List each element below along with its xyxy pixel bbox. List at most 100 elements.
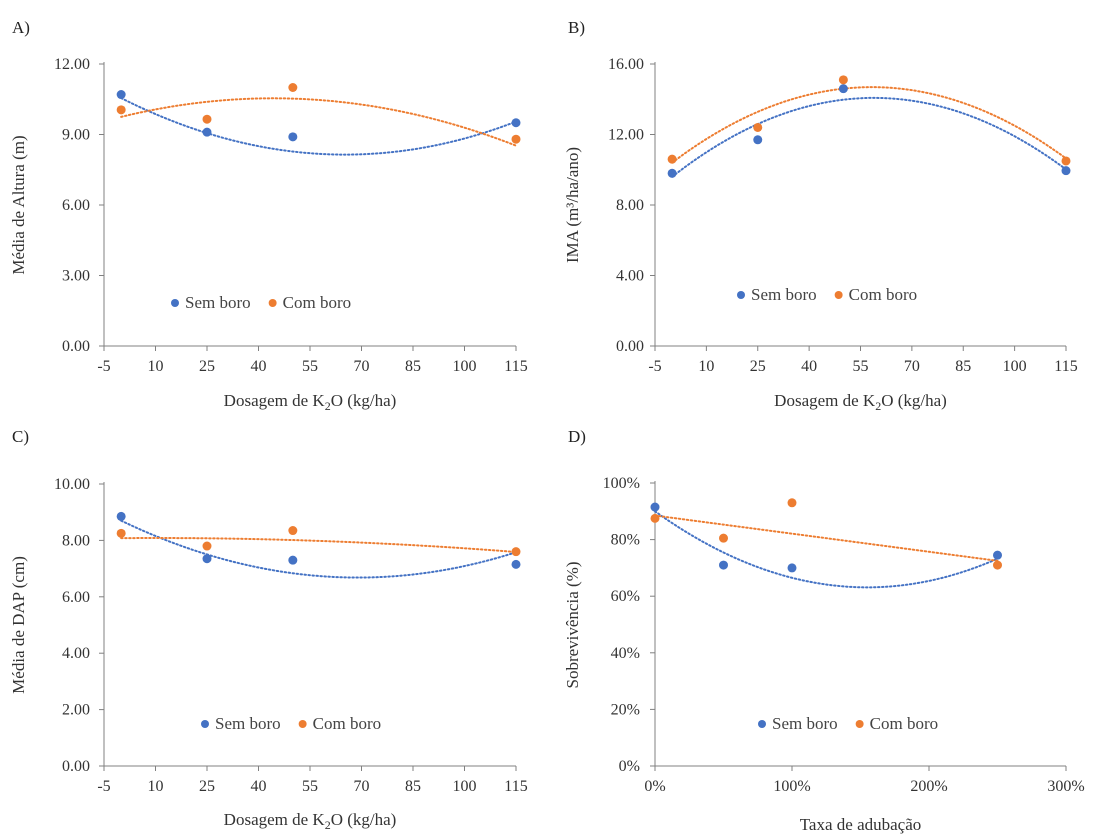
x-tick-label: 10 (148, 358, 164, 375)
legend-entry: Sem boro (215, 714, 281, 733)
y-tick-label: 0.00 (616, 338, 644, 355)
legend-marker (268, 299, 277, 307)
data-point-sem-boro (787, 563, 797, 573)
x-tick-label: 70 (354, 778, 370, 795)
data-point-com-boro (650, 513, 660, 523)
legend-marker (737, 291, 745, 299)
legend-marker (171, 299, 179, 307)
x-tick-label: 55 (853, 358, 869, 375)
y-tick-label: 100% (603, 475, 640, 492)
y-tick-label: 2.00 (62, 702, 90, 719)
panel-label: B) (568, 18, 585, 37)
y-tick-label: 80% (611, 532, 640, 549)
x-tick-label: 100 (453, 358, 477, 375)
y-tick-label: 6.00 (62, 589, 90, 606)
legend-marker (298, 720, 307, 728)
chart-panel-2: B) 0.00 4.00 8.00 12.00 16.00 -5 10 25 40 55 70 85 10… (563, 18, 1078, 413)
x-tick-label: 85 (955, 358, 971, 375)
data-point-sem-boro (1061, 166, 1071, 176)
y-tick-label: 4.00 (616, 268, 644, 285)
legend-entry: Sem boro (185, 293, 251, 312)
data-point-sem-boro (116, 511, 126, 521)
y-tick-label: 3.00 (62, 268, 90, 285)
data-point-com-boro (288, 83, 298, 92)
x-axis-title: Dosagem de K2O (kg/ha) (224, 810, 397, 832)
y-tick-label: 40% (611, 645, 640, 662)
y-tick-label: 10.00 (54, 476, 90, 493)
x-tick-label: 200% (910, 778, 947, 795)
x-axis-title: Dosagem de K2O (kg/ha) (224, 391, 397, 413)
y-tick-label: 0.00 (62, 338, 90, 355)
x-tick-label: 85 (405, 778, 421, 795)
x-tick-label: 300% (1047, 778, 1084, 795)
trendline-com-boro (671, 86, 1067, 164)
panel-label: C) (12, 427, 29, 446)
data-point-sem-boro (667, 168, 677, 178)
legend-entry: Com boro (313, 714, 381, 733)
legend-marker (201, 720, 209, 728)
data-point-com-boro (202, 114, 212, 124)
data-point-com-boro (116, 105, 126, 115)
data-point-sem-boro (511, 118, 521, 128)
trendline-com-boro (120, 97, 517, 147)
trendline-sem-boro (120, 97, 517, 156)
data-point-com-boro (838, 75, 848, 85)
data-point-com-boro (667, 154, 677, 164)
data-point-com-boro (511, 134, 521, 144)
legend-marker (758, 720, 766, 728)
data-point-sem-boro (511, 559, 521, 569)
y-tick-label: 4.00 (62, 645, 90, 662)
y-axis-title: Sobrevivência (%) (563, 562, 582, 689)
legend-marker (834, 291, 843, 299)
x-tick-label: 115 (504, 358, 527, 375)
x-tick-label: 70 (354, 358, 370, 375)
x-tick-label: 25 (199, 778, 215, 795)
y-axis-title: Média de Altura (m) (9, 135, 28, 274)
x-tick-label: 40 (251, 778, 267, 795)
chart-panel-4: D) 0% 20% 40% 60% 80% 100% 0% 100% 200% 300% Taxa d… (563, 427, 1085, 834)
data-point-sem-boro (719, 560, 728, 570)
legend-marker (855, 720, 864, 728)
x-tick-label: -5 (97, 358, 110, 375)
panel-label: D) (568, 427, 586, 446)
x-axis-title: Taxa de adubação (800, 815, 922, 834)
legend-entry: Sem boro (751, 285, 817, 304)
y-tick-label: 0.00 (62, 758, 90, 775)
data-point-sem-boro (650, 502, 660, 512)
y-tick-label: 0% (619, 758, 640, 775)
x-tick-label: 115 (504, 778, 527, 795)
x-tick-label: 100% (773, 778, 810, 795)
data-point-sem-boro (753, 135, 763, 145)
x-tick-label: 25 (750, 358, 766, 375)
y-tick-label: 12.00 (608, 127, 644, 144)
x-tick-label: 55 (302, 358, 318, 375)
y-axis-title: Média de DAP (cm) (9, 556, 28, 694)
y-tick-label: 20% (611, 701, 640, 718)
x-tick-label: 70 (904, 358, 920, 375)
x-tick-label: 0% (644, 778, 665, 795)
x-tick-label: 40 (251, 358, 267, 375)
x-tick-label: 10 (698, 358, 714, 375)
legend-entry: Com boro (283, 293, 351, 312)
legend: Sem boro Com boro (201, 714, 381, 733)
data-point-sem-boro (202, 127, 212, 137)
y-tick-label: 8.00 (62, 532, 90, 549)
x-tick-label: -5 (648, 358, 661, 375)
legend-entry: Com boro (849, 285, 917, 304)
panel-label: A) (12, 18, 30, 37)
data-point-com-boro (719, 533, 728, 543)
trendline-sem-boro (671, 96, 1067, 178)
trendline-sem-boro (654, 510, 999, 589)
legend-entry: Sem boro (772, 714, 838, 733)
trendline-com-boro (654, 514, 999, 562)
data-point-sem-boro (838, 84, 848, 94)
x-tick-label: 10 (148, 778, 164, 795)
y-tick-label: 12.00 (54, 56, 90, 73)
y-axis-title: IMA (m³/ha/ano) (563, 147, 582, 263)
trendline-sem-boro (120, 519, 517, 579)
chart-panel-1: A) 0.00 3.00 6.00 9.00 12.00 -5 10 25 40 55 70 85 100… (9, 18, 528, 413)
x-tick-label: 115 (1054, 358, 1077, 375)
y-tick-label: 6.00 (62, 197, 90, 214)
legend-entry: Com boro (870, 714, 938, 733)
